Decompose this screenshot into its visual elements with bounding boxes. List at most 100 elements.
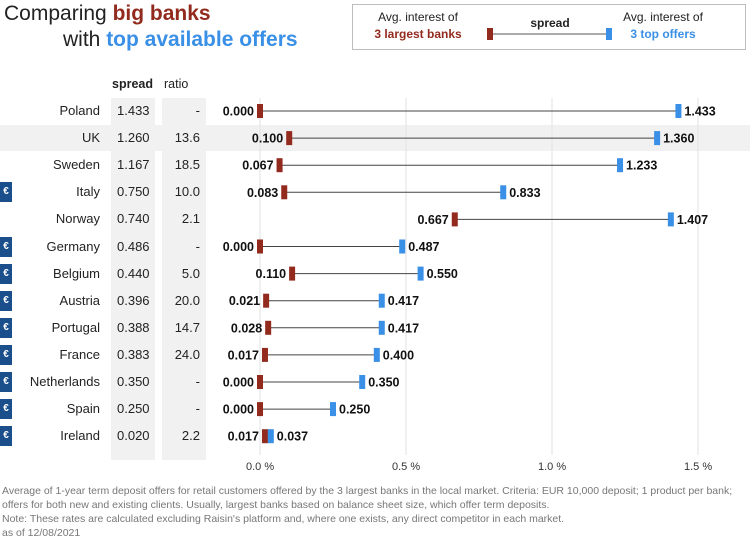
- top-offer-value-label: 0.417: [388, 321, 419, 335]
- row-ratio-value: 14.7: [174, 319, 200, 335]
- top-offer-value-label: 0.350: [368, 376, 399, 390]
- ratio-column-header: ratio: [164, 77, 189, 91]
- euro-badge-icon: €: [0, 290, 12, 311]
- top-offer-marker: [617, 158, 624, 173]
- euro-badge-icon: €: [0, 236, 12, 257]
- x-tick-label: 0.5 %: [392, 461, 421, 473]
- row-country-label: France: [59, 346, 100, 362]
- title-highlight-top-offers: top available offers: [106, 28, 298, 51]
- legend-right-top: Avg. interest of: [623, 10, 703, 24]
- big-bank-value-label: 0.000: [223, 403, 254, 417]
- x-tick-label: 1.0 %: [538, 461, 567, 473]
- big-bank-marker: [451, 212, 458, 227]
- top-offer-value-label: 1.407: [677, 213, 708, 227]
- row-country-label: Austria: [59, 292, 100, 308]
- big-bank-value-label: 0.017: [228, 348, 259, 362]
- big-bank-marker: [263, 293, 270, 308]
- big-bank-marker: [276, 158, 283, 173]
- top-offer-marker: [378, 293, 385, 308]
- row-spread-value: 0.750: [117, 184, 150, 200]
- footnote-2: offers for both new and existing clients…: [2, 499, 550, 511]
- top-offer-marker: [417, 266, 424, 281]
- legend-left-bottom: 3 largest banks: [374, 27, 462, 41]
- big-bank-marker: [289, 266, 296, 281]
- row-ratio-value: 13.6: [174, 130, 200, 146]
- row-ratio-value: 2.1: [181, 211, 200, 227]
- big-bank-value-label: 0.021: [229, 294, 260, 308]
- euro-badge-icon: €: [0, 399, 12, 420]
- big-bank-value-label: 0.100: [252, 132, 283, 146]
- big-bank-marker: [265, 320, 272, 335]
- footnote-4: as of 12/08/2021: [2, 527, 81, 539]
- row-country-label: Norway: [55, 211, 100, 227]
- dumbbell-plot: 0.000 1.433 0.100 1.360 0.067 1.233 0.083 0.833…: [223, 98, 716, 455]
- top-offer-value-label: 0.487: [408, 240, 439, 254]
- row-country-label: Belgium: [53, 265, 100, 281]
- top-offer-value-label: 0.037: [277, 430, 308, 444]
- legend-dumbbell: [487, 28, 612, 40]
- top-offer-marker: [378, 320, 385, 335]
- euro-badge-icon: €: [0, 182, 12, 203]
- top-offer-value-label: 0.550: [427, 267, 458, 281]
- top-offer-marker: [667, 212, 674, 227]
- top-offer-marker: [267, 429, 274, 444]
- legend-marker-top-offers: [606, 28, 612, 40]
- top-offer-value-label: 0.400: [383, 348, 414, 362]
- row-country-label: Spain: [66, 401, 100, 417]
- top-offer-marker: [373, 347, 380, 362]
- row-ratio-value: 24.0: [174, 346, 200, 362]
- top-offer-value-label: 0.250: [339, 403, 370, 417]
- big-bank-value-label: 0.000: [223, 376, 254, 390]
- top-offer-marker: [654, 131, 661, 146]
- title-prefix-1: Comparing: [4, 2, 113, 25]
- big-bank-marker: [261, 347, 268, 362]
- row-ratio-value: 5.0: [181, 265, 200, 281]
- top-offer-value-label: 1.233: [626, 159, 657, 173]
- euro-badge-icon: €: [0, 426, 12, 447]
- legend-right-bottom: 3 top offers: [630, 27, 696, 41]
- top-offer-value-label: 1.433: [684, 105, 715, 119]
- spread-column-header: spread: [112, 77, 153, 91]
- legend: Avg. interest of 3 largest banks spread …: [352, 4, 746, 50]
- chart-title-line1: Comparing big banks: [4, 1, 211, 27]
- row-spread-value: 0.396: [117, 292, 150, 308]
- row-spread-value: 0.740: [117, 211, 150, 227]
- euro-badge-icon: €: [0, 263, 12, 284]
- top-offer-value-label: 0.833: [509, 186, 540, 200]
- top-offer-marker: [330, 402, 336, 417]
- row-ratio-value: -: [195, 401, 200, 417]
- big-bank-value-label: 0.667: [417, 213, 448, 227]
- top-offer-value-label: 0.417: [388, 294, 419, 308]
- euro-badge-icon: €: [0, 344, 12, 365]
- chart-title-line2: with top available offers: [63, 27, 298, 53]
- row-ratio-value: 2.2: [181, 428, 200, 444]
- legend-marker-big-banks: [487, 28, 493, 40]
- footnote-1: Average of 1-year term deposit offers fo…: [2, 485, 733, 497]
- row-ratio-value: 20.0: [174, 292, 200, 308]
- row-ratio-value: -: [195, 103, 200, 118]
- big-bank-value-label: 0.083: [247, 186, 278, 200]
- big-bank-value-label: 0.017: [228, 430, 259, 444]
- row-country-label: Poland: [59, 103, 100, 118]
- row-country-label: UK: [81, 130, 100, 146]
- row-spread-value: 1.167: [117, 157, 150, 173]
- euro-badge-icon: €: [0, 372, 12, 392]
- big-bank-marker: [257, 239, 263, 254]
- big-bank-value-label: 0.000: [223, 240, 254, 254]
- row-country-label: Germany: [46, 238, 100, 254]
- x-tick-label: 0.0 %: [246, 461, 275, 473]
- big-bank-value-label: 0.000: [223, 105, 254, 119]
- legend-middle: spread: [530, 16, 570, 30]
- top-offer-marker: [359, 375, 366, 389]
- row-spread-value: 0.020: [117, 428, 150, 444]
- big-bank-marker: [281, 185, 288, 200]
- big-bank-marker: [257, 402, 263, 417]
- row-country-label: Ireland: [60, 428, 100, 444]
- top-offer-marker: [399, 239, 406, 254]
- row-country-label: Portugal: [51, 319, 100, 335]
- row-ratio-value: -: [195, 238, 200, 254]
- big-bank-value-label: 0.110: [256, 267, 287, 281]
- row-spread-value: 0.250: [117, 401, 150, 417]
- big-bank-marker: [257, 104, 263, 118]
- row-ratio-value: 10.0: [174, 184, 200, 200]
